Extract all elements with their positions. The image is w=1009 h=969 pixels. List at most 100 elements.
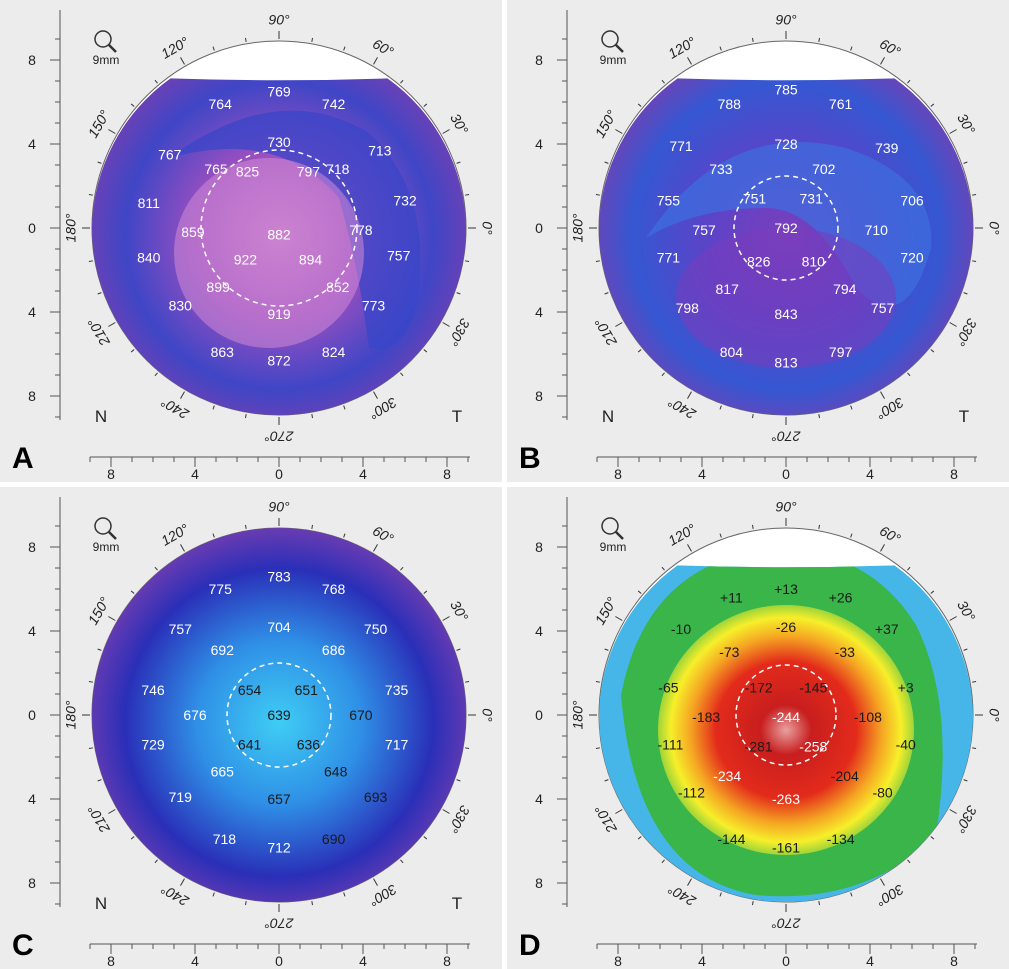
left-ruler-label: 0 bbox=[28, 707, 36, 723]
map-value: 639 bbox=[267, 707, 291, 723]
angle-tick bbox=[930, 349, 935, 353]
angle-label-90: 90° bbox=[268, 12, 290, 28]
map-value: 713 bbox=[368, 142, 392, 158]
angle-tick bbox=[373, 57, 378, 65]
map-value: -161 bbox=[772, 839, 800, 855]
angle-tick bbox=[400, 566, 404, 571]
angle-label-60: 60° bbox=[877, 35, 904, 60]
map-value: 824 bbox=[322, 344, 346, 360]
map-value: 899 bbox=[206, 279, 230, 295]
thin-zone bbox=[169, 110, 421, 350]
map-value: 794 bbox=[833, 281, 857, 297]
angle-tick bbox=[343, 46, 346, 51]
angle-tick bbox=[180, 544, 185, 552]
angle-tick bbox=[88, 193, 93, 196]
angle-tick bbox=[212, 892, 215, 897]
panel-letter: C bbox=[12, 929, 34, 962]
map-value: 783 bbox=[267, 568, 291, 584]
map-value: 764 bbox=[209, 96, 233, 112]
map-value: 771 bbox=[657, 249, 681, 265]
map-value: 872 bbox=[267, 352, 291, 368]
angle-tick bbox=[637, 590, 642, 594]
map-value: 830 bbox=[169, 298, 193, 314]
map-value: 641 bbox=[238, 736, 262, 752]
angle-tick bbox=[456, 648, 461, 651]
angle-tick bbox=[130, 836, 135, 840]
left-ruler-label: 4 bbox=[535, 304, 543, 320]
angle-tick bbox=[442, 809, 450, 814]
angle-tick bbox=[972, 747, 977, 750]
angle-tick bbox=[687, 391, 692, 399]
angle-tick bbox=[850, 405, 853, 410]
bottom-ruler-label: 8 bbox=[614, 466, 622, 482]
angle-label-30: 30° bbox=[447, 598, 472, 625]
angle-tick bbox=[661, 859, 665, 864]
bottom-ruler-label: 0 bbox=[275, 953, 283, 969]
map-value: 840 bbox=[137, 249, 161, 265]
bottom-ruler-label: 4 bbox=[866, 466, 874, 482]
angle-tick bbox=[130, 349, 135, 353]
angle-tick bbox=[880, 391, 885, 399]
bottom-ruler-label: 4 bbox=[866, 953, 874, 969]
angle-tick bbox=[154, 372, 158, 377]
map-value: 702 bbox=[812, 161, 836, 177]
magnifier-icon[interactable] bbox=[601, 517, 624, 540]
angle-tick bbox=[719, 405, 722, 410]
bottom-ruler-label: 0 bbox=[275, 466, 283, 482]
angle-tick bbox=[661, 79, 665, 84]
angle-tick bbox=[907, 79, 911, 84]
angle-tick bbox=[88, 747, 93, 750]
magnifier-icon[interactable] bbox=[601, 30, 624, 53]
angle-tick bbox=[850, 533, 853, 538]
angle-label-180: 180° bbox=[63, 213, 79, 242]
bottom-ruler-label: 4 bbox=[698, 466, 706, 482]
angle-tick bbox=[442, 322, 450, 327]
magnifier-icon[interactable] bbox=[94, 30, 117, 53]
angle-tick bbox=[615, 129, 623, 134]
angle-tick bbox=[719, 533, 722, 538]
angle-tick bbox=[456, 161, 461, 164]
bottom-ruler-label: 0 bbox=[782, 466, 790, 482]
angle-tick bbox=[400, 859, 404, 864]
map-value: 826 bbox=[747, 254, 771, 270]
angle-tick bbox=[963, 161, 968, 164]
angle-tick bbox=[108, 322, 116, 327]
map-value: 704 bbox=[267, 619, 291, 635]
map-value: 719 bbox=[169, 789, 193, 805]
left-ruler-label: 8 bbox=[28, 539, 36, 555]
map-value: -80 bbox=[872, 785, 892, 801]
color-map bbox=[92, 78, 466, 415]
map-value: 767 bbox=[158, 147, 182, 163]
left-ruler-label: 8 bbox=[28, 388, 36, 404]
angle-label-60: 60° bbox=[370, 35, 397, 60]
angle-label-120: 120° bbox=[665, 520, 698, 549]
angle-label-210: 210° bbox=[591, 802, 620, 836]
angle-tick bbox=[637, 349, 642, 353]
angle-tick bbox=[850, 46, 853, 51]
magnifier-icon[interactable] bbox=[94, 517, 117, 540]
angle-tick bbox=[442, 129, 450, 134]
zoom-label: 9mm bbox=[93, 540, 120, 554]
angle-tick bbox=[97, 292, 102, 295]
angle-tick bbox=[751, 37, 754, 42]
map-value: 859 bbox=[181, 224, 205, 240]
angle-tick bbox=[595, 747, 600, 750]
angle-label-210: 210° bbox=[591, 315, 620, 349]
map-value: 665 bbox=[211, 764, 235, 780]
angle-tick bbox=[880, 57, 885, 65]
angle-label-60: 60° bbox=[370, 522, 397, 547]
color-map bbox=[599, 78, 973, 415]
map-value: 804 bbox=[720, 344, 744, 360]
angle-label-30: 30° bbox=[954, 111, 979, 138]
angle-tick bbox=[108, 809, 116, 814]
central-zone-circle bbox=[733, 175, 839, 281]
nasal-label: N bbox=[602, 407, 614, 426]
angle-tick bbox=[604, 161, 609, 164]
angle-tick bbox=[465, 680, 470, 683]
nasal-label: N bbox=[95, 407, 107, 426]
panel-a: 8 4 0 4 8 8 4 0 4 8 90° 120° 150° 180° 210° 240° 270° 300… bbox=[0, 0, 502, 482]
angle-tick bbox=[154, 79, 158, 84]
angle-tick bbox=[244, 414, 247, 419]
map-value: 757 bbox=[169, 621, 193, 637]
map-value: 797 bbox=[297, 163, 321, 179]
